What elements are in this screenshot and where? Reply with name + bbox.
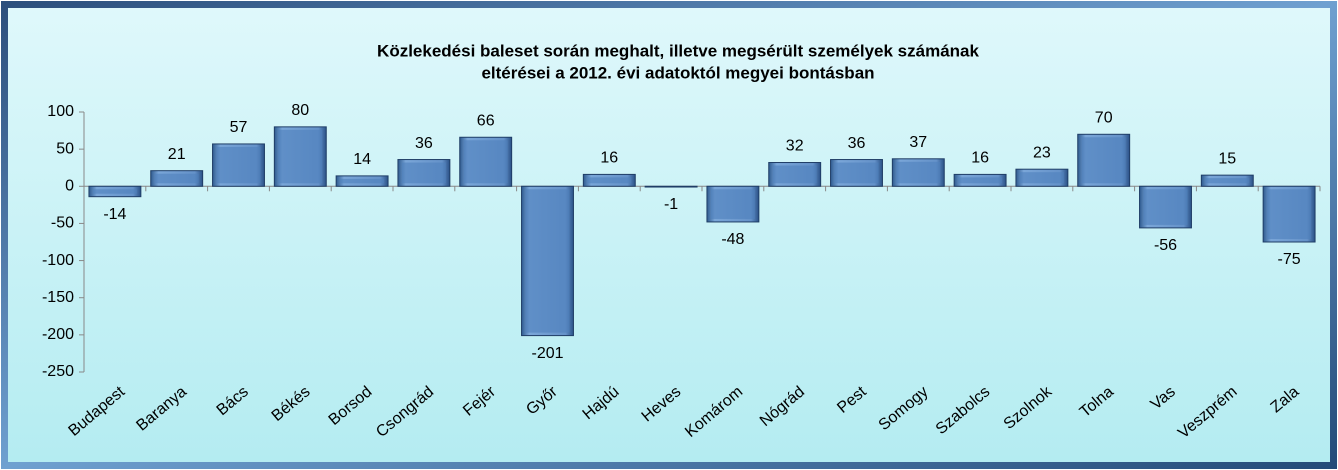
bar-bevel bbox=[1081, 137, 1126, 184]
y-tick-label: -250 bbox=[42, 363, 74, 380]
y-tick-label: -150 bbox=[42, 289, 74, 306]
chart-title: Közlekedési baleset során meghalt, illet… bbox=[377, 41, 979, 60]
value-label: 37 bbox=[909, 134, 927, 151]
value-label: -48 bbox=[721, 231, 744, 248]
y-tick-label: 50 bbox=[56, 140, 74, 157]
value-label: 16 bbox=[600, 150, 618, 167]
background bbox=[8, 8, 1330, 462]
bar-bevel bbox=[587, 177, 632, 184]
bar-bevel bbox=[896, 161, 941, 184]
bar-bevel bbox=[1267, 189, 1312, 239]
y-tick-label: -100 bbox=[42, 252, 74, 269]
value-label: 14 bbox=[353, 151, 371, 168]
y-tick-label: 0 bbox=[65, 178, 74, 195]
bar-bevel bbox=[834, 162, 879, 184]
bar-bevel bbox=[278, 129, 323, 184]
bar-bevel bbox=[1205, 178, 1250, 184]
bar-bevel bbox=[1143, 189, 1188, 225]
bar-bevel bbox=[463, 140, 508, 184]
value-label: 16 bbox=[971, 150, 989, 167]
value-label: -75 bbox=[1278, 251, 1301, 268]
value-label: -14 bbox=[103, 206, 126, 223]
value-label: 57 bbox=[230, 119, 248, 136]
bar-bevel bbox=[772, 165, 817, 184]
bar-bevel bbox=[401, 162, 446, 184]
bar-bevel bbox=[340, 178, 385, 184]
bar-bevel bbox=[710, 189, 755, 219]
chart-title: eltérései a 2012. évi adatoktól megyei b… bbox=[481, 63, 874, 82]
y-tick-label: 100 bbox=[47, 103, 74, 120]
value-label: 23 bbox=[1033, 144, 1051, 161]
value-label: 15 bbox=[1218, 150, 1236, 167]
value-label: 36 bbox=[415, 135, 433, 152]
bar-bevel bbox=[525, 189, 570, 333]
bar-bevel bbox=[216, 146, 261, 184]
y-tick-label: -200 bbox=[42, 326, 74, 343]
value-label: -1 bbox=[664, 196, 678, 213]
value-label: 36 bbox=[848, 135, 866, 152]
bar-bevel bbox=[958, 177, 1003, 184]
bar-bevel bbox=[154, 173, 199, 184]
value-label: 80 bbox=[291, 102, 309, 119]
value-label: 70 bbox=[1095, 110, 1113, 127]
value-label: 21 bbox=[168, 146, 186, 163]
y-tick-label: -50 bbox=[51, 215, 74, 232]
value-label: -201 bbox=[531, 345, 563, 362]
bar-bevel bbox=[1019, 172, 1064, 184]
value-label: 32 bbox=[786, 138, 804, 155]
value-label: -56 bbox=[1154, 237, 1177, 254]
bar bbox=[644, 185, 698, 188]
bar-bevel bbox=[92, 189, 137, 194]
value-label: 66 bbox=[477, 112, 495, 129]
